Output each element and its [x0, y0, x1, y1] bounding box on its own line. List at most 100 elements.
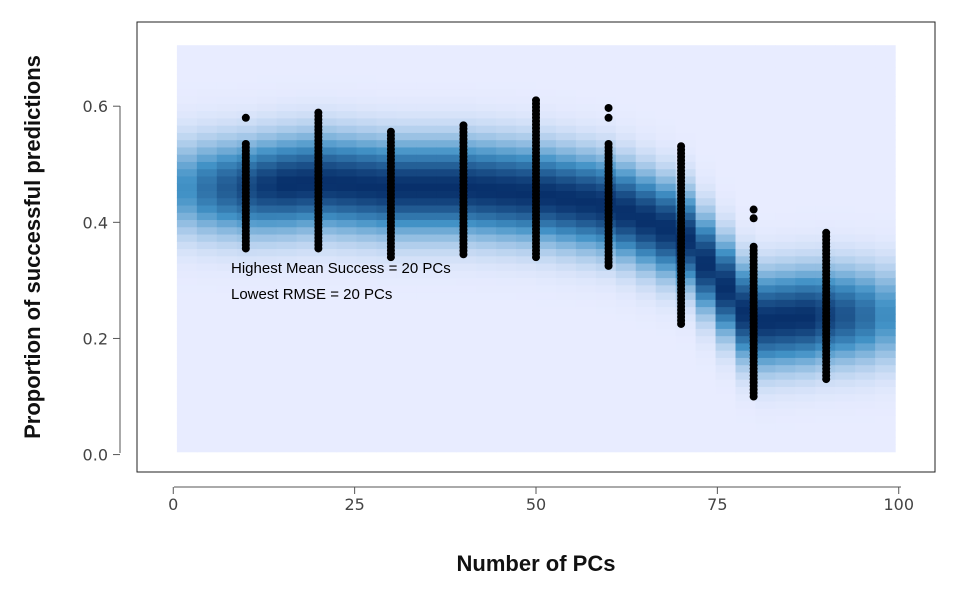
density-cell [615, 204, 637, 213]
density-cell [695, 350, 717, 358]
density-cell [176, 328, 198, 337]
density-cell [735, 400, 757, 409]
density-cell [815, 110, 836, 119]
density-cell [496, 132, 517, 141]
density-cell [615, 161, 637, 170]
density-cell [276, 146, 298, 155]
density-cell [476, 262, 497, 271]
density-cell [296, 117, 318, 126]
density-cell [795, 212, 816, 221]
density-cell [476, 110, 497, 119]
density-cell [396, 161, 417, 170]
density-cell [695, 248, 717, 257]
density-cell [795, 379, 816, 387]
density-cell [396, 248, 417, 257]
density-cell [216, 299, 238, 308]
density-cell [516, 299, 537, 308]
density-cell [516, 255, 537, 264]
density-cell [196, 342, 218, 351]
density-cell [635, 81, 657, 90]
density-cell [176, 408, 198, 416]
density-cell [795, 103, 816, 112]
density-cell [376, 357, 397, 366]
density-cell [176, 400, 198, 409]
x-tick-label: 50 [526, 495, 546, 514]
density-cell [336, 183, 358, 191]
density-cell [575, 248, 597, 257]
density-cell [755, 284, 776, 293]
density-cell [635, 67, 657, 75]
density-cell [376, 212, 397, 221]
density-cell [835, 117, 856, 126]
density-cell [695, 371, 717, 380]
density-cell [715, 226, 737, 235]
density-cell [256, 444, 278, 453]
density-cell [516, 168, 537, 177]
density-cell [835, 248, 856, 257]
density-cell [775, 386, 796, 395]
density-cell [675, 371, 697, 380]
density-cell [735, 437, 757, 446]
density-cell [436, 444, 457, 453]
density-cell [815, 437, 836, 446]
density-cell [695, 59, 717, 68]
density-cell [256, 233, 278, 242]
density-cell [655, 335, 677, 344]
density-cell [735, 168, 757, 177]
density-cell [516, 125, 537, 133]
density-cell [416, 88, 437, 97]
density-cell [456, 110, 477, 119]
density-cell [436, 284, 457, 293]
density-cell [595, 328, 617, 337]
density-cell [496, 379, 517, 387]
density-cell [875, 125, 896, 133]
density-cell [815, 415, 836, 424]
density-cell [855, 59, 876, 68]
density-cell [436, 262, 457, 271]
density-cell [755, 415, 776, 424]
density-cell [715, 277, 737, 286]
data-point [677, 142, 686, 151]
density-cell [615, 175, 637, 184]
density-cell [356, 175, 377, 184]
density-cell [775, 161, 796, 170]
density-cell [635, 110, 657, 119]
density-cell [755, 81, 776, 90]
density-cell [595, 59, 617, 68]
density-cell [795, 233, 816, 242]
density-cell [476, 74, 497, 83]
density-cell [476, 299, 497, 308]
density-cell [336, 262, 358, 271]
density-cell [476, 241, 497, 250]
density-cell [536, 277, 557, 286]
density-cell [496, 255, 517, 264]
density-cell [296, 168, 318, 177]
density-cell [875, 96, 896, 104]
density-cell [216, 284, 238, 293]
density-cell [615, 299, 637, 308]
density-cell [296, 321, 318, 329]
density-cell [715, 393, 737, 402]
density-cell [695, 415, 717, 424]
density-cell [875, 117, 896, 126]
density-cell [536, 255, 557, 264]
density-cell [276, 328, 298, 337]
density-cell [296, 386, 318, 395]
density-cell [396, 110, 417, 119]
density-cell [615, 139, 637, 148]
density-cell [256, 74, 278, 83]
density-cell [615, 103, 637, 112]
density-cell [615, 52, 637, 61]
density-cell [635, 262, 657, 271]
density-cell [675, 342, 697, 351]
density-cell [296, 364, 318, 373]
density-cell [296, 81, 318, 90]
density-cell [496, 306, 517, 315]
density-cell [336, 81, 358, 90]
density-cell [296, 255, 318, 264]
density-cell [835, 386, 856, 395]
density-cell [396, 96, 417, 104]
density-cell [336, 400, 358, 409]
density-cell [436, 437, 457, 446]
density-cell [755, 146, 776, 155]
